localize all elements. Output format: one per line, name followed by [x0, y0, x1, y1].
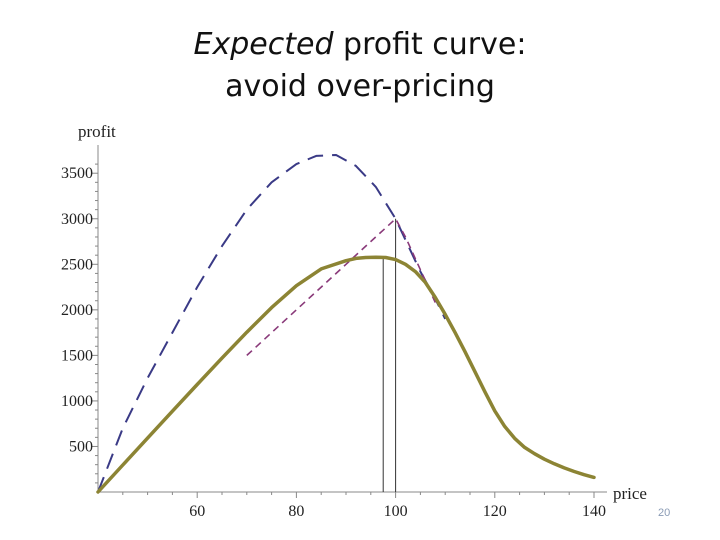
page-number: 20 — [658, 507, 671, 519]
x-tick-label: 100 — [384, 503, 408, 520]
x-tick-label: 140 — [582, 503, 606, 520]
title-emphasis: Expected — [193, 27, 334, 62]
title-rest: profit curve: — [333, 27, 527, 62]
title-line-1: Expected profit curve: — [0, 24, 720, 66]
x-axis-label: price — [613, 484, 647, 503]
y-axis-label: profit — [78, 122, 116, 141]
x-tick-label: 60 — [189, 503, 205, 520]
y-tick-label: 3500 — [61, 165, 93, 182]
profit-dashed-curve — [246, 218, 437, 356]
tick-labels: 60 80 100 120 140 500 1000 1500 2000 2500 3000 3500 — [61, 165, 606, 520]
title-line-2: avoid over-pricing — [225, 69, 495, 104]
y-tick-label: 2500 — [61, 256, 93, 273]
y-tick-label: 2000 — [61, 302, 93, 319]
expected-profit-curve — [96, 255, 596, 494]
y-tick-label: 3000 — [61, 211, 93, 228]
upper-dashed-curve — [97, 154, 447, 493]
y-tick-label: 1000 — [61, 393, 93, 410]
y-tick-label: 500 — [69, 438, 93, 455]
y-tick-label: 1500 — [61, 347, 93, 364]
axes — [92, 145, 607, 498]
x-tick-label: 80 — [288, 503, 304, 520]
series-layer — [96, 154, 596, 494]
x-tick-label: 120 — [483, 503, 507, 520]
slide-title: Expected profit curve: avoid over-pricin… — [0, 24, 720, 108]
